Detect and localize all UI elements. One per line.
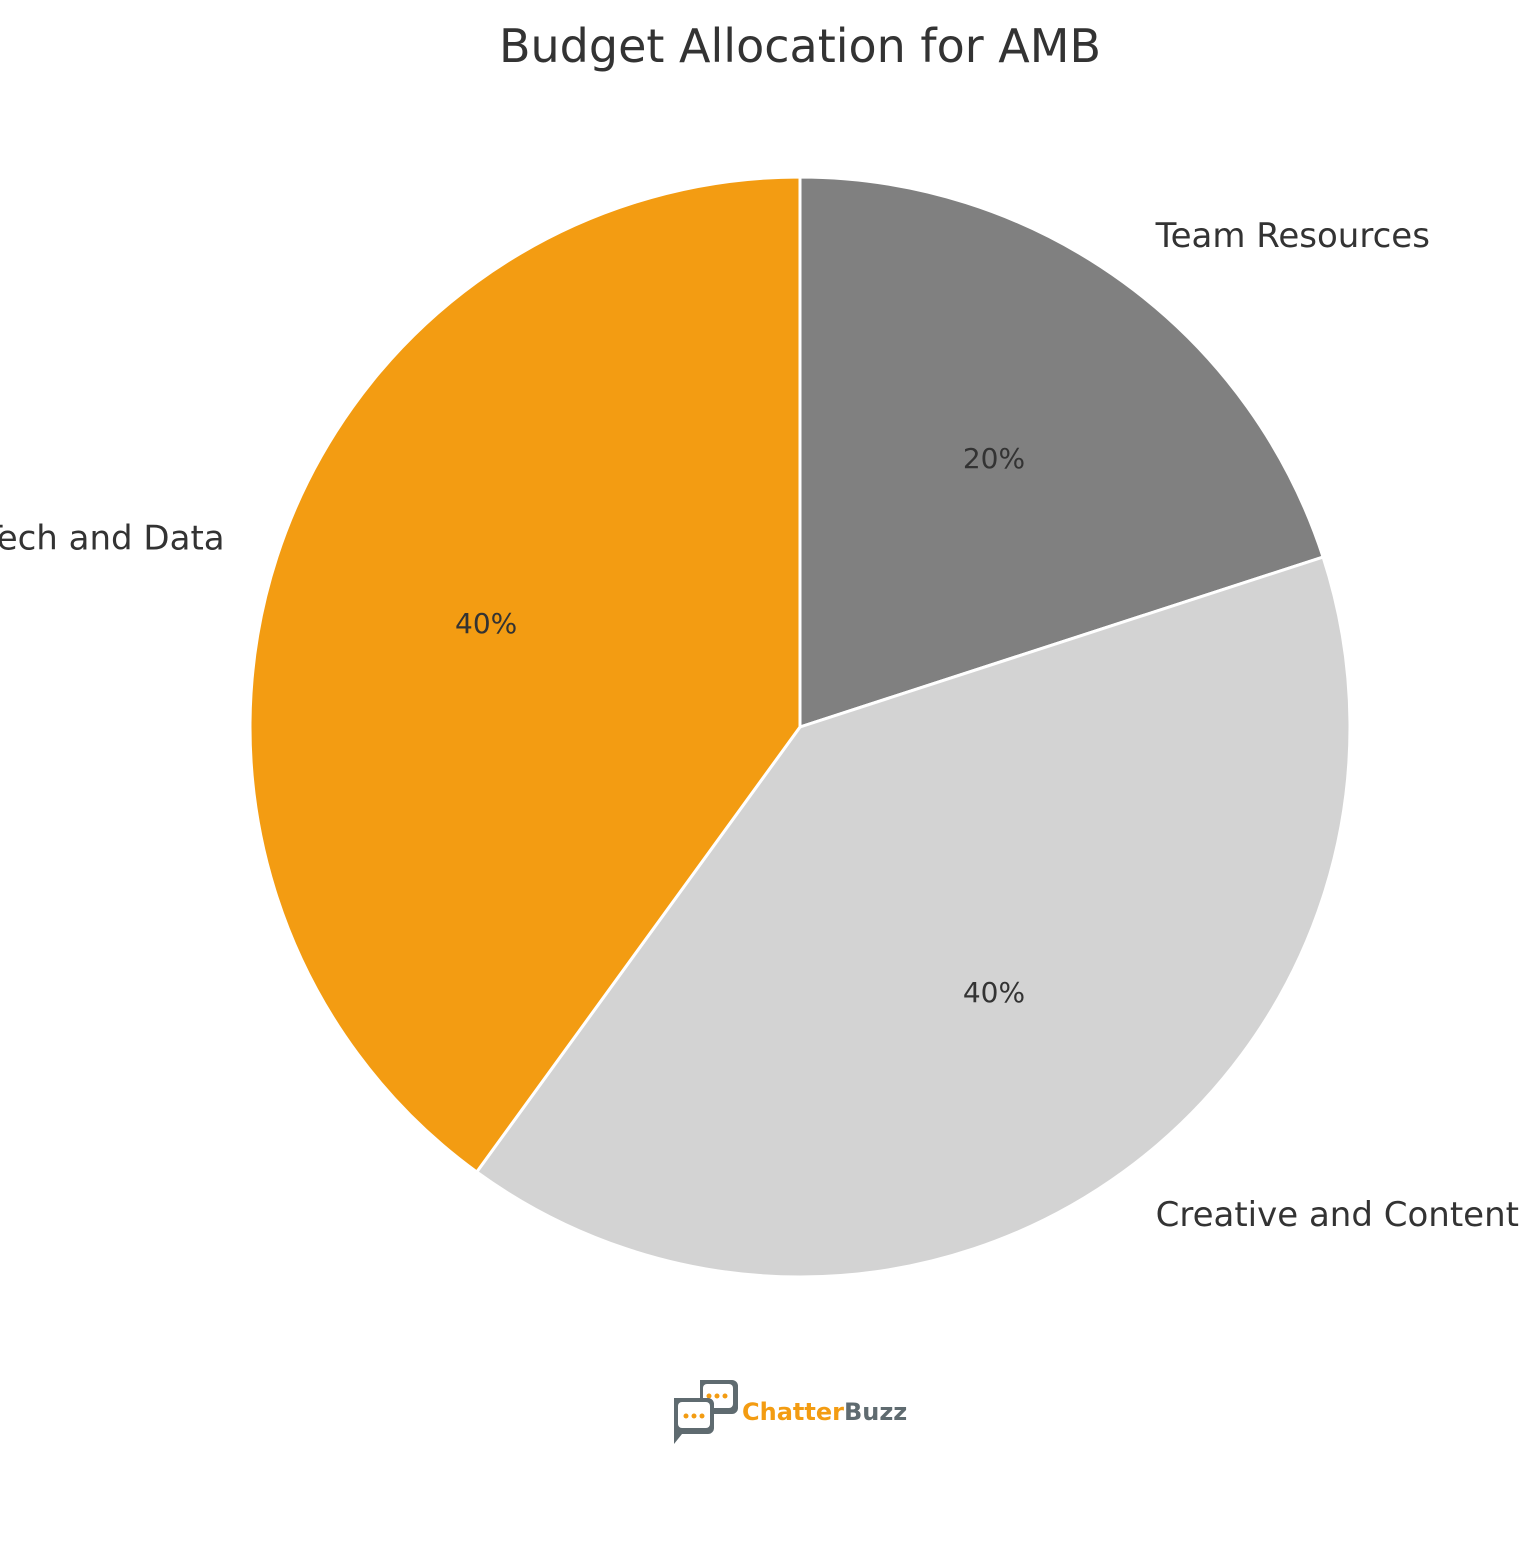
pie-slice-team-resources [798,175,1325,729]
pct-label-tech-and-data: 40% [455,607,517,640]
logo-text-chatter: Chatter [742,1398,844,1426]
chart-title: Budget Allocation for AMB [499,19,1101,73]
slice-label-creative-and-content: Creative and Content [1156,1195,1519,1235]
pie-slices [248,175,1352,1279]
chat-bubbles-icon [674,1380,738,1444]
pie-labels: 20% Team Resources 40% Creative and Content… [0,216,1519,1235]
logo-text-buzz: Buzz [844,1398,907,1426]
pie-slice-creative-and-content [475,555,1352,1279]
slice-label-team-resources: Team Resources [1155,216,1430,256]
pie-slice-tech-and-data [248,175,802,1174]
chatterbuzz-logo: ChatterBuzz [674,1380,907,1444]
slice-label-tech-and-data: Tech and Data [0,519,225,559]
pct-label-creative-and-content: 40% [963,976,1025,1009]
logo-wordmark: ChatterBuzz [742,1398,907,1426]
pct-label-team-resources: 20% [963,442,1025,475]
